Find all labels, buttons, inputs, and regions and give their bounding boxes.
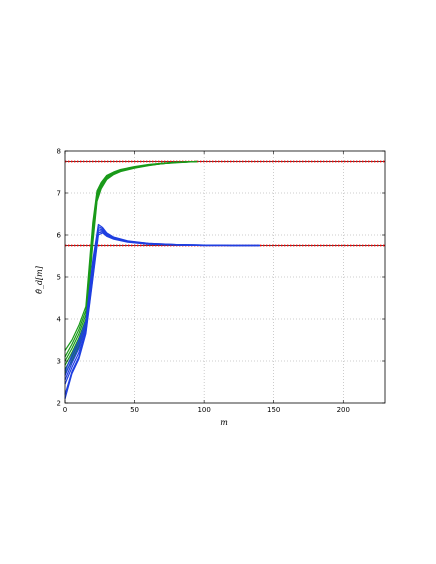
x-tick-label: 150 — [267, 406, 280, 414]
grid-lines — [65, 151, 385, 403]
x-tick-label: 50 — [130, 406, 139, 414]
y-tick-label: 7 — [57, 190, 61, 198]
y-tick-label: 3 — [57, 358, 61, 366]
x-tick-label: 100 — [197, 406, 210, 414]
y-tick-label: 6 — [57, 232, 62, 240]
y-axis-label: θ̂_d[m] — [35, 265, 44, 294]
blue-series-line — [64, 223, 260, 372]
x-ticks: 0 50 100 150 200 — [63, 151, 350, 414]
green-series-line — [64, 160, 198, 374]
y-tick-label: 8 — [57, 148, 61, 156]
data-series — [64, 160, 260, 399]
x-tick-label: 200 — [337, 406, 350, 414]
y-ticks: 2 3 4 5 6 7 8 — [57, 148, 385, 408]
x-tick-label: 0 — [63, 406, 67, 414]
blue-series-line — [64, 232, 260, 399]
y-tick-label: 4 — [57, 316, 62, 324]
y-tick-label: 5 — [57, 274, 61, 282]
x-axis-label: m — [220, 418, 228, 427]
y-tick-label: 2 — [57, 400, 61, 408]
